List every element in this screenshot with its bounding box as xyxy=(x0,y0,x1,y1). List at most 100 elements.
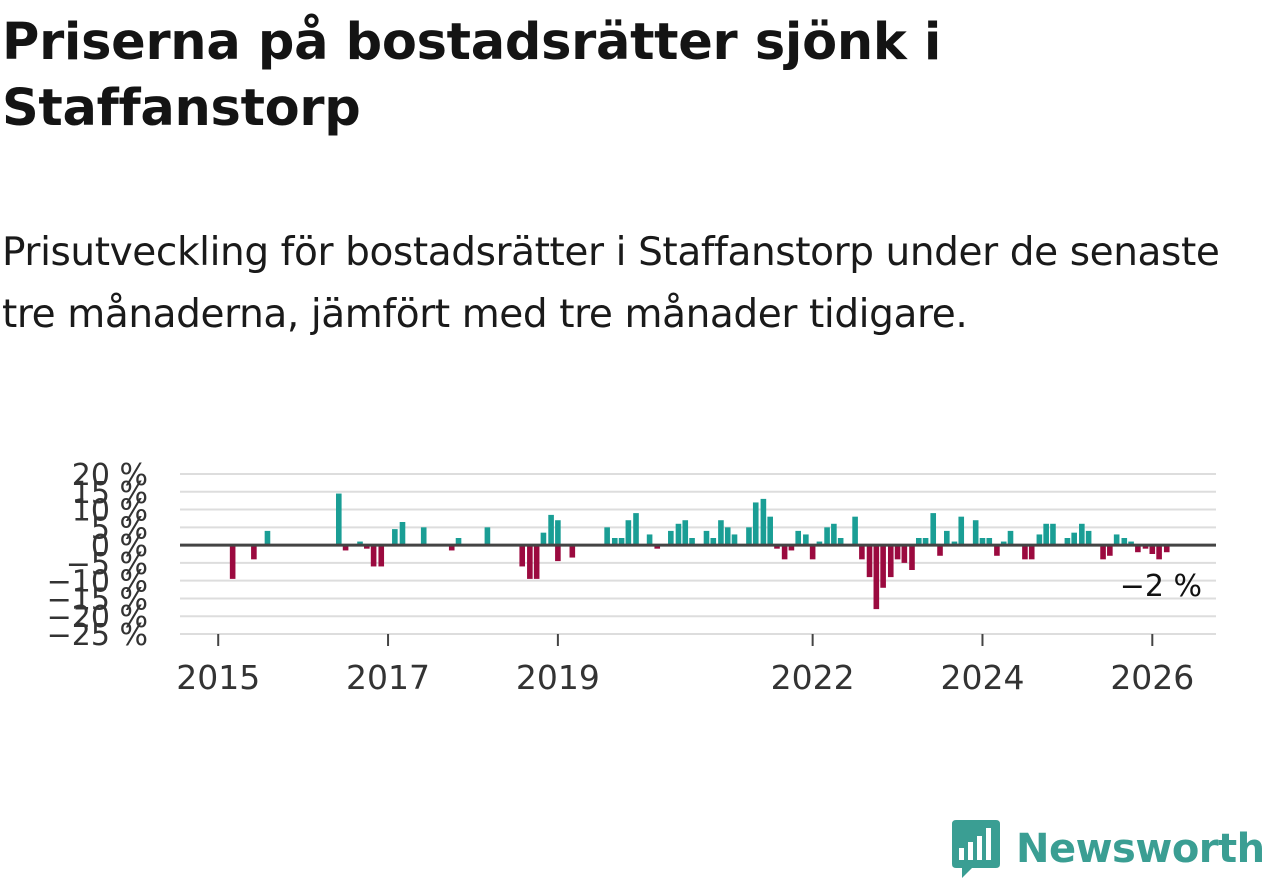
bars xyxy=(229,493,1170,610)
bar xyxy=(994,545,1000,556)
bar xyxy=(1050,523,1056,546)
bar xyxy=(1142,545,1149,549)
brand-name: Newsworthy xyxy=(1016,826,1262,872)
bar xyxy=(958,516,965,546)
bar xyxy=(795,530,802,546)
bar xyxy=(1100,545,1106,560)
bar xyxy=(809,545,816,560)
bar xyxy=(894,545,901,560)
bar xyxy=(682,520,689,546)
bar xyxy=(1071,532,1077,546)
y-tick-label: 5 % xyxy=(91,511,148,546)
y-tick-label: −5 % xyxy=(66,547,148,582)
bar xyxy=(1028,545,1035,560)
bar xyxy=(370,545,377,567)
bar xyxy=(852,516,858,546)
bar xyxy=(357,541,363,546)
x-tick-label: 2024 xyxy=(940,658,1024,697)
y-tick-label: −15 % xyxy=(47,582,148,617)
bar xyxy=(767,516,773,546)
bar xyxy=(1163,545,1170,553)
newsworthy-logo: Newsworthy xyxy=(950,818,1262,880)
y-tick-label: 15 % xyxy=(72,476,148,511)
bar xyxy=(399,522,406,546)
bar xyxy=(1121,538,1128,546)
bar xyxy=(831,523,837,546)
bar xyxy=(1107,545,1113,556)
bar xyxy=(675,523,682,546)
bar xyxy=(788,545,795,551)
bar xyxy=(922,538,929,546)
x-tick-label: 2019 xyxy=(516,658,600,697)
bar xyxy=(972,520,979,546)
bar xyxy=(569,545,576,558)
bar xyxy=(378,545,385,567)
bar xyxy=(455,538,462,546)
bar xyxy=(668,530,674,546)
bar xyxy=(752,502,759,546)
bar xyxy=(724,527,731,546)
bar xyxy=(625,520,632,546)
bar xyxy=(1007,530,1014,546)
bar xyxy=(654,545,661,549)
bar xyxy=(746,527,752,546)
bar-chart-speech-bubble-icon xyxy=(952,820,1000,878)
bar xyxy=(548,514,554,546)
bar xyxy=(540,532,547,546)
bar xyxy=(1079,523,1085,546)
bar xyxy=(1043,523,1049,546)
bar xyxy=(392,529,398,546)
bar xyxy=(951,541,958,546)
bar xyxy=(364,545,370,549)
bar xyxy=(880,545,886,588)
bar xyxy=(837,538,844,546)
bar xyxy=(689,538,695,546)
bar xyxy=(633,513,639,546)
bar-chart: 20 %15 %10 %5 %0 %−5 %−10 %−15 %−20 %−25… xyxy=(47,458,1216,697)
bar xyxy=(1064,538,1071,546)
bar xyxy=(979,538,986,546)
x-tick-label: 2015 xyxy=(176,658,260,697)
bar xyxy=(986,538,993,546)
y-tick-label: −10 % xyxy=(47,565,148,600)
bar xyxy=(915,538,922,546)
chart-subtitle: Prisutveckling för bostadsrätter i Staff… xyxy=(2,230,1220,337)
y-tick-label: −20 % xyxy=(47,600,148,635)
bar xyxy=(1128,541,1134,546)
bar xyxy=(555,520,561,546)
bar xyxy=(264,530,271,546)
bar xyxy=(646,534,653,546)
y-tick-label: 20 % xyxy=(72,458,148,493)
x-tick-label: 2017 xyxy=(346,658,430,697)
y-tick-label: 0 % xyxy=(91,529,148,564)
bar xyxy=(611,538,618,546)
y-tick-label: 10 % xyxy=(72,494,148,529)
bar xyxy=(930,513,937,546)
bar xyxy=(873,545,880,610)
y-axis: 20 %15 %10 %5 %0 %−5 %−10 %−15 %−20 %−25… xyxy=(47,458,148,653)
bar xyxy=(710,538,717,546)
bar xyxy=(1022,545,1028,560)
bar xyxy=(1036,534,1043,546)
annotations: −2 % xyxy=(1120,569,1202,604)
bar xyxy=(1000,541,1007,546)
chart-title: Priserna på bostadsrätter sjönk i Staffa… xyxy=(2,13,942,138)
grid-lines xyxy=(180,473,1216,635)
y-tick-label: −25 % xyxy=(47,618,148,653)
bar xyxy=(229,545,236,579)
bar xyxy=(718,520,724,546)
bar xyxy=(1149,545,1156,554)
bar xyxy=(901,545,908,563)
x-tick-label: 2026 xyxy=(1110,658,1194,697)
last-value-label: −2 % xyxy=(1120,569,1202,604)
bar xyxy=(824,527,830,546)
bar xyxy=(937,545,943,556)
bar xyxy=(342,545,349,551)
bar xyxy=(909,545,915,570)
bar xyxy=(1085,530,1092,546)
bar xyxy=(448,545,455,551)
bar xyxy=(1113,534,1120,546)
bar xyxy=(420,527,427,546)
bar xyxy=(484,527,491,546)
bar xyxy=(251,545,257,560)
